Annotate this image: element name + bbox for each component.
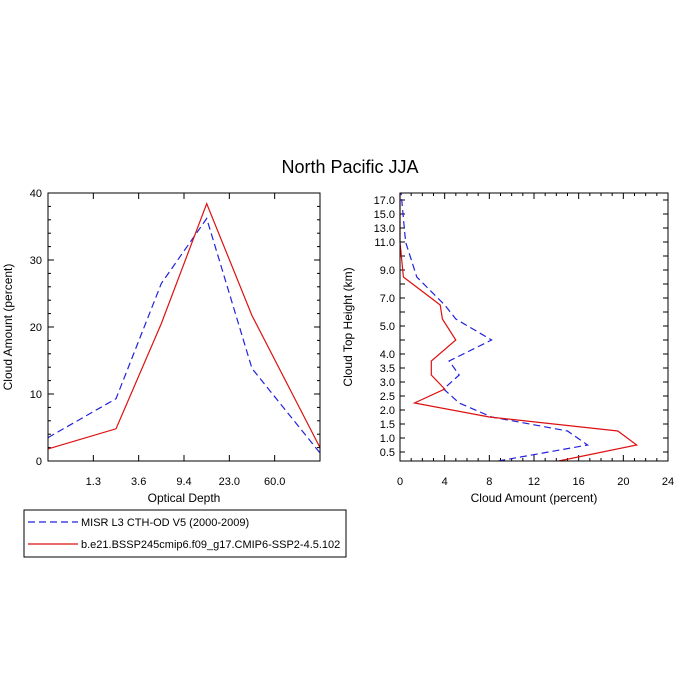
right-y-axis-title: Cloud Top Height (km): [341, 267, 355, 386]
left-y-axis-title: Cloud Amount (percent): [1, 264, 15, 391]
right-y-tick-label: 2.5: [380, 391, 395, 403]
right-x-tick-label: 4: [442, 476, 448, 488]
left-x-tick-label: 3.6: [131, 476, 146, 488]
right-y-tick-label: 17.0: [374, 195, 395, 207]
right-x-tick-label: 16: [573, 476, 585, 488]
left-y-tick-label: 30: [30, 255, 42, 267]
right-x-tick-label: 8: [486, 476, 492, 488]
right-y-tick-label: 1.5: [380, 419, 395, 431]
right-y-tick-label: 7.0: [380, 293, 395, 305]
right-y-tick-label: 5.0: [380, 321, 395, 333]
left-y-tick-label: 10: [30, 389, 42, 401]
left-panel: 1.3 3.6 9.4 23.0 60.0 0 10 20 30 40: [30, 188, 321, 488]
right-y-tick-label: 2.0: [380, 405, 395, 417]
right-y-tick-label: 3.0: [380, 377, 395, 389]
right-panel: 0 4 8 12 16 20 24 0.5 1.0 1.5 2.0 2.5 3.0 3.5 4.0 5.0 7.…: [374, 192, 674, 488]
left-model-line: [47, 202, 321, 450]
right-y-tick-label: 1.0: [380, 433, 395, 445]
left-x-tick-label: 60.0: [264, 476, 285, 488]
right-y-tick-label: 4.0: [380, 349, 395, 361]
left-plot-frame: [47, 192, 321, 462]
legend-box: [23, 509, 347, 558]
right-y-tick-label: 9.0: [380, 265, 395, 277]
right-y-tick-label: 0.5: [380, 447, 395, 459]
legend-model-label: b.e21.BSSP245cmip6.f09_g17.CMIP6-SSP2-4.…: [81, 539, 340, 551]
right-y-tick-label: 13.0: [374, 223, 395, 235]
right-y-tick-label: 11.0: [374, 237, 395, 249]
right-x-axis-title: Cloud Amount (percent): [471, 491, 598, 505]
left-x-tick-label: 1.3: [86, 476, 101, 488]
right-x-tick-label: 24: [662, 476, 674, 488]
left-y-tick-label: 40: [30, 188, 42, 200]
legend-obs-label: MISR L3 CTH-OD V5 (2000-2009): [81, 517, 249, 529]
right-x-tick-label: 0: [397, 476, 403, 488]
left-obs-line: [47, 217, 321, 454]
right-obs-line: [400, 192, 590, 462]
left-y-tick-label: 0: [36, 456, 42, 468]
right-x-tick-label: 12: [528, 476, 540, 488]
chart-title: North Pacific JJA: [281, 157, 418, 177]
right-y-tick-label: 15.0: [374, 209, 395, 221]
left-y-tick-label: 20: [30, 322, 42, 334]
right-x-tick-label: 20: [617, 476, 629, 488]
right-y-tick-label: 3.5: [380, 363, 395, 375]
left-x-tick-label: 23.0: [219, 476, 240, 488]
right-model-line: [399, 193, 639, 462]
right-plot-frame: [399, 192, 669, 462]
left-x-tick-label: 9.4: [176, 476, 191, 488]
left-x-axis-title: Optical Depth: [148, 491, 221, 505]
